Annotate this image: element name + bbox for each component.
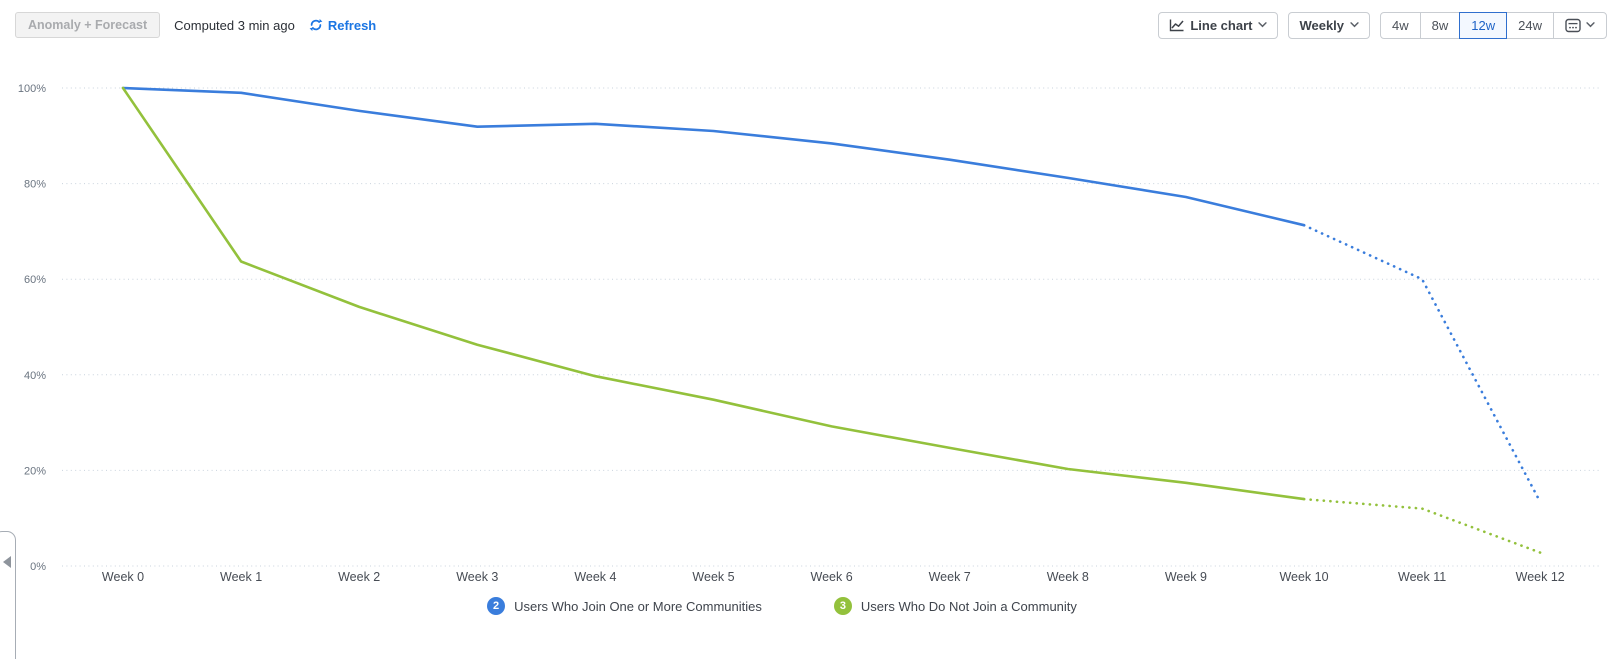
computed-status-text: Computed 3 min ago [174,17,295,33]
legend-badge-3: 3 [833,597,852,615]
legend-item-no-community[interactable]: 3 Users Who Do Not Join a Community [833,597,1077,615]
x-axis-tick-label: Week 3 [456,570,498,584]
toolbar-left: Anomaly + Forecast Computed 3 min ago Re… [15,11,376,39]
y-axis-tick-label: 60% [24,274,46,286]
date-picker-dropdown[interactable] [1553,11,1607,39]
range-button-group: 4w 8w 12w 24w [1380,11,1607,39]
x-axis-tick-label: Week 6 [811,570,853,584]
y-axis-tick-label: 40% [24,370,46,382]
x-axis-tick-label: Week 4 [574,570,616,584]
y-axis-tick-label: 20% [24,465,46,477]
legend-label: Users Who Join One or More Communities [514,598,762,614]
x-axis-tick-label: Week 8 [1047,570,1089,584]
x-axis-tick-label: Week 9 [1165,570,1207,584]
toolbar-right: Line chart Weekly 4w 8w 12w 24w [1158,11,1607,39]
refresh-icon [309,19,323,31]
legend-item-join-communities[interactable]: 2 Users Who Join One or More Communities [487,597,762,615]
series-line-3[interactable] [121,86,1306,501]
anomaly-forecast-button[interactable]: Anomaly + Forecast [15,11,161,39]
x-axis-tick-label: Week 0 [102,570,144,584]
collapse-left-icon [3,556,11,568]
range-button-12w[interactable]: 12w [1459,11,1508,39]
interval-label: Weekly [1299,17,1345,33]
interval-dropdown[interactable]: Weekly [1288,11,1371,39]
chevron-down-icon [1258,22,1268,28]
y-axis-tick-label: 80% [24,179,46,191]
x-axis-tick-label: Week 2 [338,570,380,584]
calendar-icon [1565,18,1581,32]
x-axis-tick-label: Week 11 [1398,570,1446,584]
range-button-8w[interactable]: 8w [1419,11,1461,39]
x-axis-tick-label: Week 1 [220,570,262,584]
chevron-down-icon [1586,22,1595,28]
legend-label: Users Who Do Not Join a Community [860,598,1077,614]
chart-type-dropdown[interactable]: Line chart [1158,11,1279,39]
x-axis-tick-label: Week 7 [929,570,971,584]
legend-badge-2: 2 [487,597,506,615]
range-button-24w[interactable]: 24w [1506,11,1554,39]
y-axis-tick-label: 100% [18,83,46,95]
refresh-label: Refresh [327,17,377,33]
series-line-2[interactable] [121,86,1306,227]
x-axis-tick-label: Week 10 [1279,570,1328,584]
x-axis-tick-label: Week 12 [1516,570,1565,584]
toolbar: Anomaly + Forecast Computed 3 min ago Re… [0,0,1622,50]
chevron-down-icon [1350,22,1359,28]
line-chart-icon [1170,19,1184,31]
range-button-4w[interactable]: 4w [1380,11,1421,39]
chart-legend: 2 Users Who Join One or More Communities… [0,597,1593,615]
collapse-panel-handle[interactable] [0,531,16,659]
x-axis-tick-label: Week 5 [692,570,734,584]
series-forecast-line-2[interactable] [1302,223,1542,504]
y-axis-tick-label: 0% [30,561,46,573]
refresh-button[interactable]: Refresh [309,18,376,33]
series-forecast-line-3[interactable] [1302,497,1542,554]
chart-type-label: Line chart [1190,17,1253,33]
